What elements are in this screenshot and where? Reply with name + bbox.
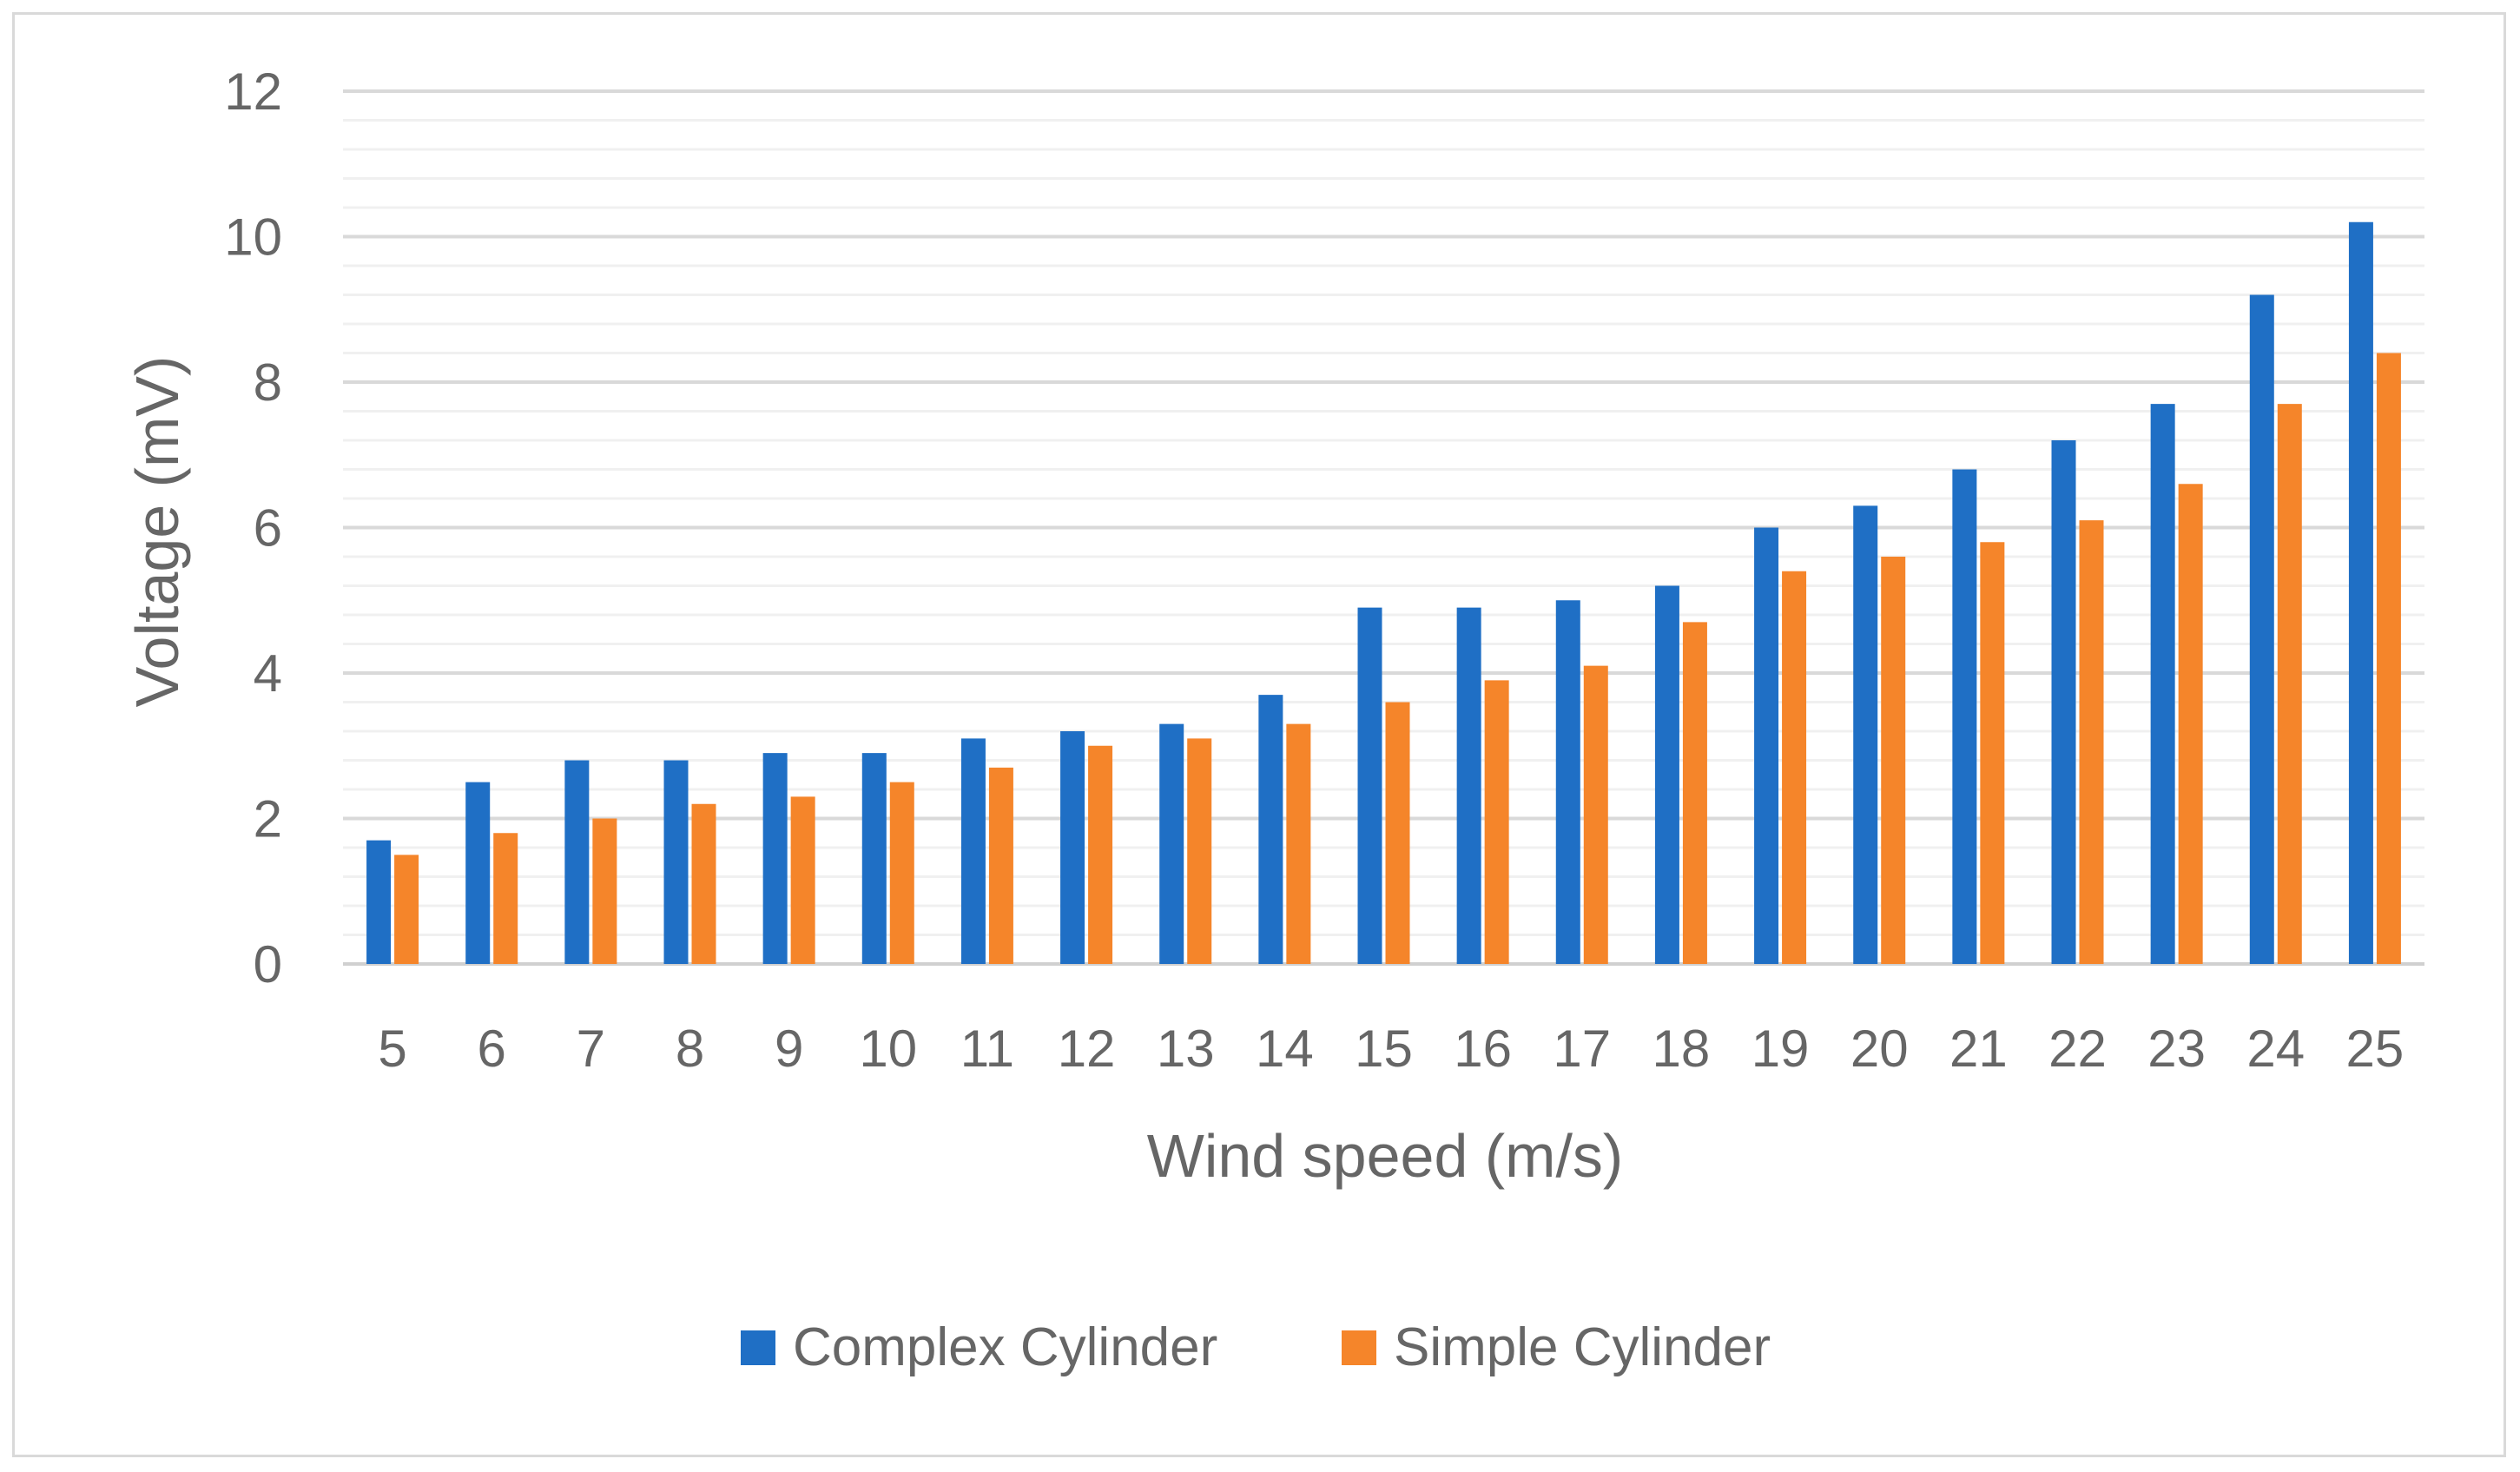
bar-complex-cylinder-21	[1952, 469, 1977, 964]
legend-label-simple-cylinder: Simple Cylinder	[1394, 1317, 1771, 1377]
x-tick-label: 18	[1653, 1020, 1711, 1078]
x-axis-title: Wind speed (m/s)	[1147, 1122, 1623, 1190]
bar-simple-cylinder-25	[2376, 353, 2401, 964]
bar-complex-cylinder-24	[2249, 294, 2274, 964]
bar-simple-cylinder-6	[493, 833, 518, 964]
bar-simple-cylinder-7	[592, 818, 617, 964]
x-tick-label: 13	[1157, 1020, 1215, 1078]
bar-simple-cylinder-23	[2178, 484, 2203, 964]
y-tick-label: 10	[224, 208, 282, 267]
x-tick-label: 8	[676, 1020, 704, 1078]
x-tick-label: 23	[2147, 1020, 2206, 1078]
x-tick-label: 5	[378, 1020, 406, 1078]
bar-complex-cylinder-23	[2150, 404, 2175, 964]
y-tick-label: 8	[254, 353, 282, 412]
bar-simple-cylinder-15	[1385, 702, 1410, 964]
bar-complex-cylinder-18	[1654, 585, 1679, 964]
bar-complex-cylinder-15	[1357, 607, 1382, 964]
y-axis-title: Voltage (mV)	[123, 356, 191, 708]
y-tick-label: 0	[254, 935, 282, 993]
bar-simple-cylinder-19	[1782, 571, 1807, 964]
x-tick-label: 7	[577, 1020, 605, 1078]
bar-complex-cylinder-20	[1853, 505, 1878, 964]
bar-simple-cylinder-20	[1881, 557, 1906, 964]
x-tick-label: 6	[478, 1020, 506, 1078]
legend-swatch-complex-cylinder	[741, 1330, 775, 1365]
major-gridlines	[343, 89, 2424, 966]
x-tick-label: 20	[1850, 1020, 1909, 1078]
bar-complex-cylinder-25	[2348, 221, 2373, 964]
x-axis-tick-labels: 5 6 7 8 9 10 11 12 13 14 15 16 17 18 19 20 21 22 23 24 25	[378, 1020, 2404, 1078]
bar-complex-cylinder-8	[663, 760, 689, 964]
x-tick-label: 15	[1355, 1020, 1413, 1078]
bar-complex-cylinder-7	[564, 760, 590, 964]
x-tick-label: 9	[775, 1020, 803, 1078]
x-tick-label: 11	[960, 1020, 1014, 1078]
x-tick-label: 25	[2346, 1020, 2405, 1078]
bar-simple-cylinder-12	[1088, 745, 1113, 964]
bar-complex-cylinder-11	[960, 738, 986, 964]
bar-complex-cylinder-5	[366, 840, 392, 964]
bar-complex-cylinder-14	[1258, 695, 1283, 964]
bar-complex-cylinder-22	[2051, 440, 2076, 964]
x-tick-label: 19	[1751, 1020, 1810, 1078]
bar-simple-cylinder-17	[1583, 665, 1608, 964]
bar-complex-cylinder-9	[762, 753, 788, 964]
x-tick-label: 10	[859, 1020, 917, 1078]
y-tick-label: 4	[254, 644, 282, 703]
bar-complex-cylinder-17	[1555, 600, 1580, 964]
x-tick-label: 17	[1553, 1020, 1611, 1078]
bar-simple-cylinder-22	[2079, 520, 2104, 964]
bar-simple-cylinder-13	[1187, 738, 1212, 964]
bar-simple-cylinder-16	[1484, 680, 1509, 964]
y-tick-label: 6	[254, 499, 282, 558]
bar-complex-cylinder-19	[1754, 527, 1779, 964]
x-tick-label: 16	[1454, 1020, 1512, 1078]
y-axis-tick-labels: 0 2 4 6 8 10 12	[224, 63, 282, 993]
legend: Complex Cylinder Simple Cylinder	[741, 1317, 1771, 1377]
bar-simple-cylinder-8	[691, 803, 716, 964]
y-tick-label: 2	[254, 790, 282, 848]
bar-simple-cylinder-24	[2277, 404, 2302, 964]
x-tick-label: 12	[1058, 1020, 1116, 1078]
legend-label-complex-cylinder: Complex Cylinder	[793, 1317, 1217, 1377]
bar-simple-cylinder-5	[394, 855, 419, 964]
bar-complex-cylinder-12	[1060, 731, 1085, 964]
x-tick-label: 21	[1949, 1020, 2008, 1078]
bar-complex-cylinder-6	[465, 782, 491, 964]
bar-simple-cylinder-14	[1286, 723, 1311, 964]
bar-complex-cylinder-13	[1159, 723, 1184, 964]
legend-swatch-simple-cylinder	[1342, 1330, 1376, 1365]
bar-series	[366, 221, 2401, 964]
bar-complex-cylinder-16	[1456, 607, 1481, 964]
x-tick-label: 24	[2246, 1020, 2305, 1078]
y-tick-label: 12	[224, 63, 282, 121]
bar-complex-cylinder-10	[861, 753, 887, 964]
x-tick-label: 22	[2048, 1020, 2107, 1078]
bar-simple-cylinder-21	[1980, 542, 2005, 964]
bar-simple-cylinder-18	[1682, 622, 1707, 964]
bar-simple-cylinder-9	[790, 796, 815, 964]
bar-simple-cylinder-11	[988, 767, 1013, 964]
bar-simple-cylinder-10	[889, 782, 914, 964]
x-tick-label: 14	[1256, 1020, 1314, 1078]
